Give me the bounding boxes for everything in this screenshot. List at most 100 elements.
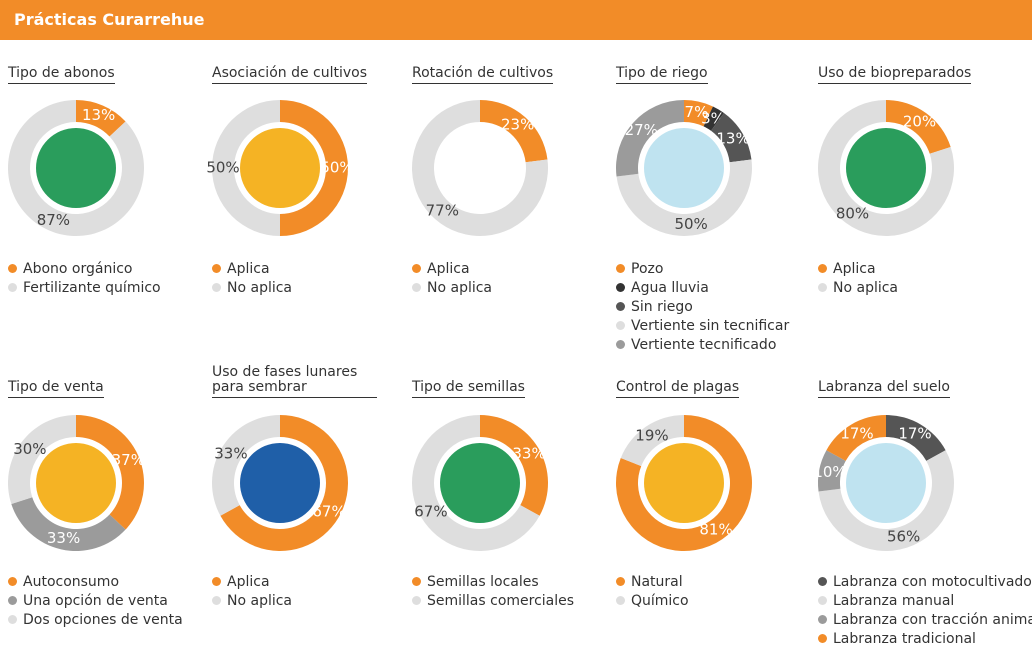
center-icon [440, 128, 520, 208]
center-icon [36, 443, 116, 523]
legend-item: Sin riego [616, 298, 789, 317]
center-icon [846, 443, 926, 523]
legend-label: Labranza con tracción animal [833, 612, 1032, 628]
donut-segment [817, 100, 954, 236]
legend: Autoconsumo Una opción de venta Dos opcion… [8, 573, 183, 630]
legend-swatch [818, 615, 827, 624]
chart-title: Labranza del suelo [818, 380, 950, 398]
donut-segment [220, 415, 348, 551]
legend-swatch [616, 264, 625, 273]
legend-label: Agua lluvia [631, 280, 709, 296]
legend-item: Labranza con motocultivador [818, 573, 1032, 592]
chart-title: Uso de fases lunares para sembrar [212, 365, 377, 398]
chart-title: Tipo de semillas [412, 380, 525, 398]
legend-item: No aplica [212, 592, 292, 611]
value-label: 87% [37, 211, 70, 229]
legend-swatch [412, 283, 421, 292]
legend-label: Semillas comerciales [427, 593, 575, 609]
value-label: 80% [836, 205, 869, 223]
value-label: 50% [206, 159, 239, 177]
value-label: 56% [887, 528, 920, 546]
donut-segment [817, 450, 846, 492]
legend-label: Labranza con motocultivador [833, 574, 1032, 590]
donut-segment [620, 415, 684, 467]
legend-item: Pozo [616, 260, 789, 279]
value-label: 17% [840, 424, 873, 442]
value-label: 17% [898, 424, 931, 442]
donut-segment [616, 100, 684, 177]
legend-swatch [616, 596, 625, 605]
center-icon [440, 443, 520, 523]
chart-title: Control de plagas [616, 380, 740, 398]
legend-label: Vertiente tecnificado [631, 337, 777, 353]
value-label: 23% [501, 116, 534, 134]
donut-segment [280, 100, 348, 236]
donut-segment [211, 415, 280, 516]
donut-segment [7, 415, 77, 505]
legend-swatch [212, 264, 221, 273]
legend-label: Natural [631, 574, 683, 590]
donut-segment [616, 159, 752, 236]
center-icon [846, 128, 926, 208]
legend-item: Aplica [212, 260, 292, 279]
legend-item: Natural [616, 573, 689, 592]
legend-item: Labranza con tracción animal [818, 611, 1032, 630]
legend: Abono orgánico Fertilizante químico [8, 260, 161, 298]
legend-item: Aplica [412, 260, 492, 279]
donut-segment [711, 112, 752, 163]
value-label: 10% [813, 463, 846, 481]
donut-segment [684, 100, 713, 127]
legend: Semillas locales Semillas comerciales [412, 573, 574, 611]
legend-item: Labranza manual [818, 592, 1032, 611]
donut-segment [11, 497, 126, 551]
value-label: 33% [214, 444, 247, 462]
donut-segment [76, 100, 126, 137]
legend-label: Abono orgánico [23, 261, 133, 277]
value-label: 77% [426, 201, 459, 219]
legend-label: No aplica [227, 280, 293, 296]
legend-item: Semillas locales [412, 573, 574, 592]
donut-segment [480, 415, 548, 516]
chart-title: Tipo de riego [616, 66, 708, 84]
chart-title: Tipo de abonos [8, 66, 115, 84]
chart-title: Uso de biopreparados [818, 66, 972, 84]
donut-segment [616, 415, 752, 551]
value-label: 30% [13, 440, 46, 458]
legend-label: No aplica [427, 280, 493, 296]
page-title: Prácticas Curarrehue [14, 10, 205, 29]
legend-swatch [818, 264, 827, 273]
center-icon [240, 128, 320, 208]
legend: Aplica No aplica [212, 573, 292, 611]
legend-item: Químico [616, 592, 689, 611]
legend-swatch [412, 264, 421, 273]
legend: Aplica No aplica [818, 260, 898, 298]
legend-item: Agua lluvia [616, 279, 789, 298]
legend-label: Autoconsumo [23, 574, 120, 590]
legend-swatch [8, 577, 17, 586]
legend-item: Abono orgánico [8, 260, 161, 279]
chart-title: Asociación de cultivos [212, 66, 368, 84]
legend-label: Aplica [227, 574, 270, 590]
legend-label: Labranza manual [833, 593, 955, 609]
value-label: 50% [674, 215, 707, 233]
legend-swatch [212, 577, 221, 586]
value-label: 81% [699, 521, 732, 539]
legend-item: Aplica [212, 573, 292, 592]
donut-segment [412, 415, 540, 551]
legend-item: Una opción de venta [8, 592, 183, 611]
legend-label: Sin riego [631, 299, 693, 315]
legend-swatch [818, 634, 827, 643]
legend-item: No aplica [818, 279, 898, 298]
legend-swatch [616, 577, 625, 586]
legend-label: Pozo [631, 261, 664, 277]
legend-label: Semillas locales [427, 574, 539, 590]
legend-swatch [212, 596, 221, 605]
legend-item: No aplica [212, 279, 292, 298]
donut-segment [8, 100, 145, 236]
center-icon [240, 443, 320, 523]
value-label: 7% [685, 103, 709, 121]
legend-item: Vertiente tecnificado [616, 336, 789, 355]
legend: Pozo Agua lluvia Sin riego Vertiente sin te… [616, 260, 789, 355]
center-icon [36, 128, 116, 208]
legend-label: No aplica [227, 593, 293, 609]
